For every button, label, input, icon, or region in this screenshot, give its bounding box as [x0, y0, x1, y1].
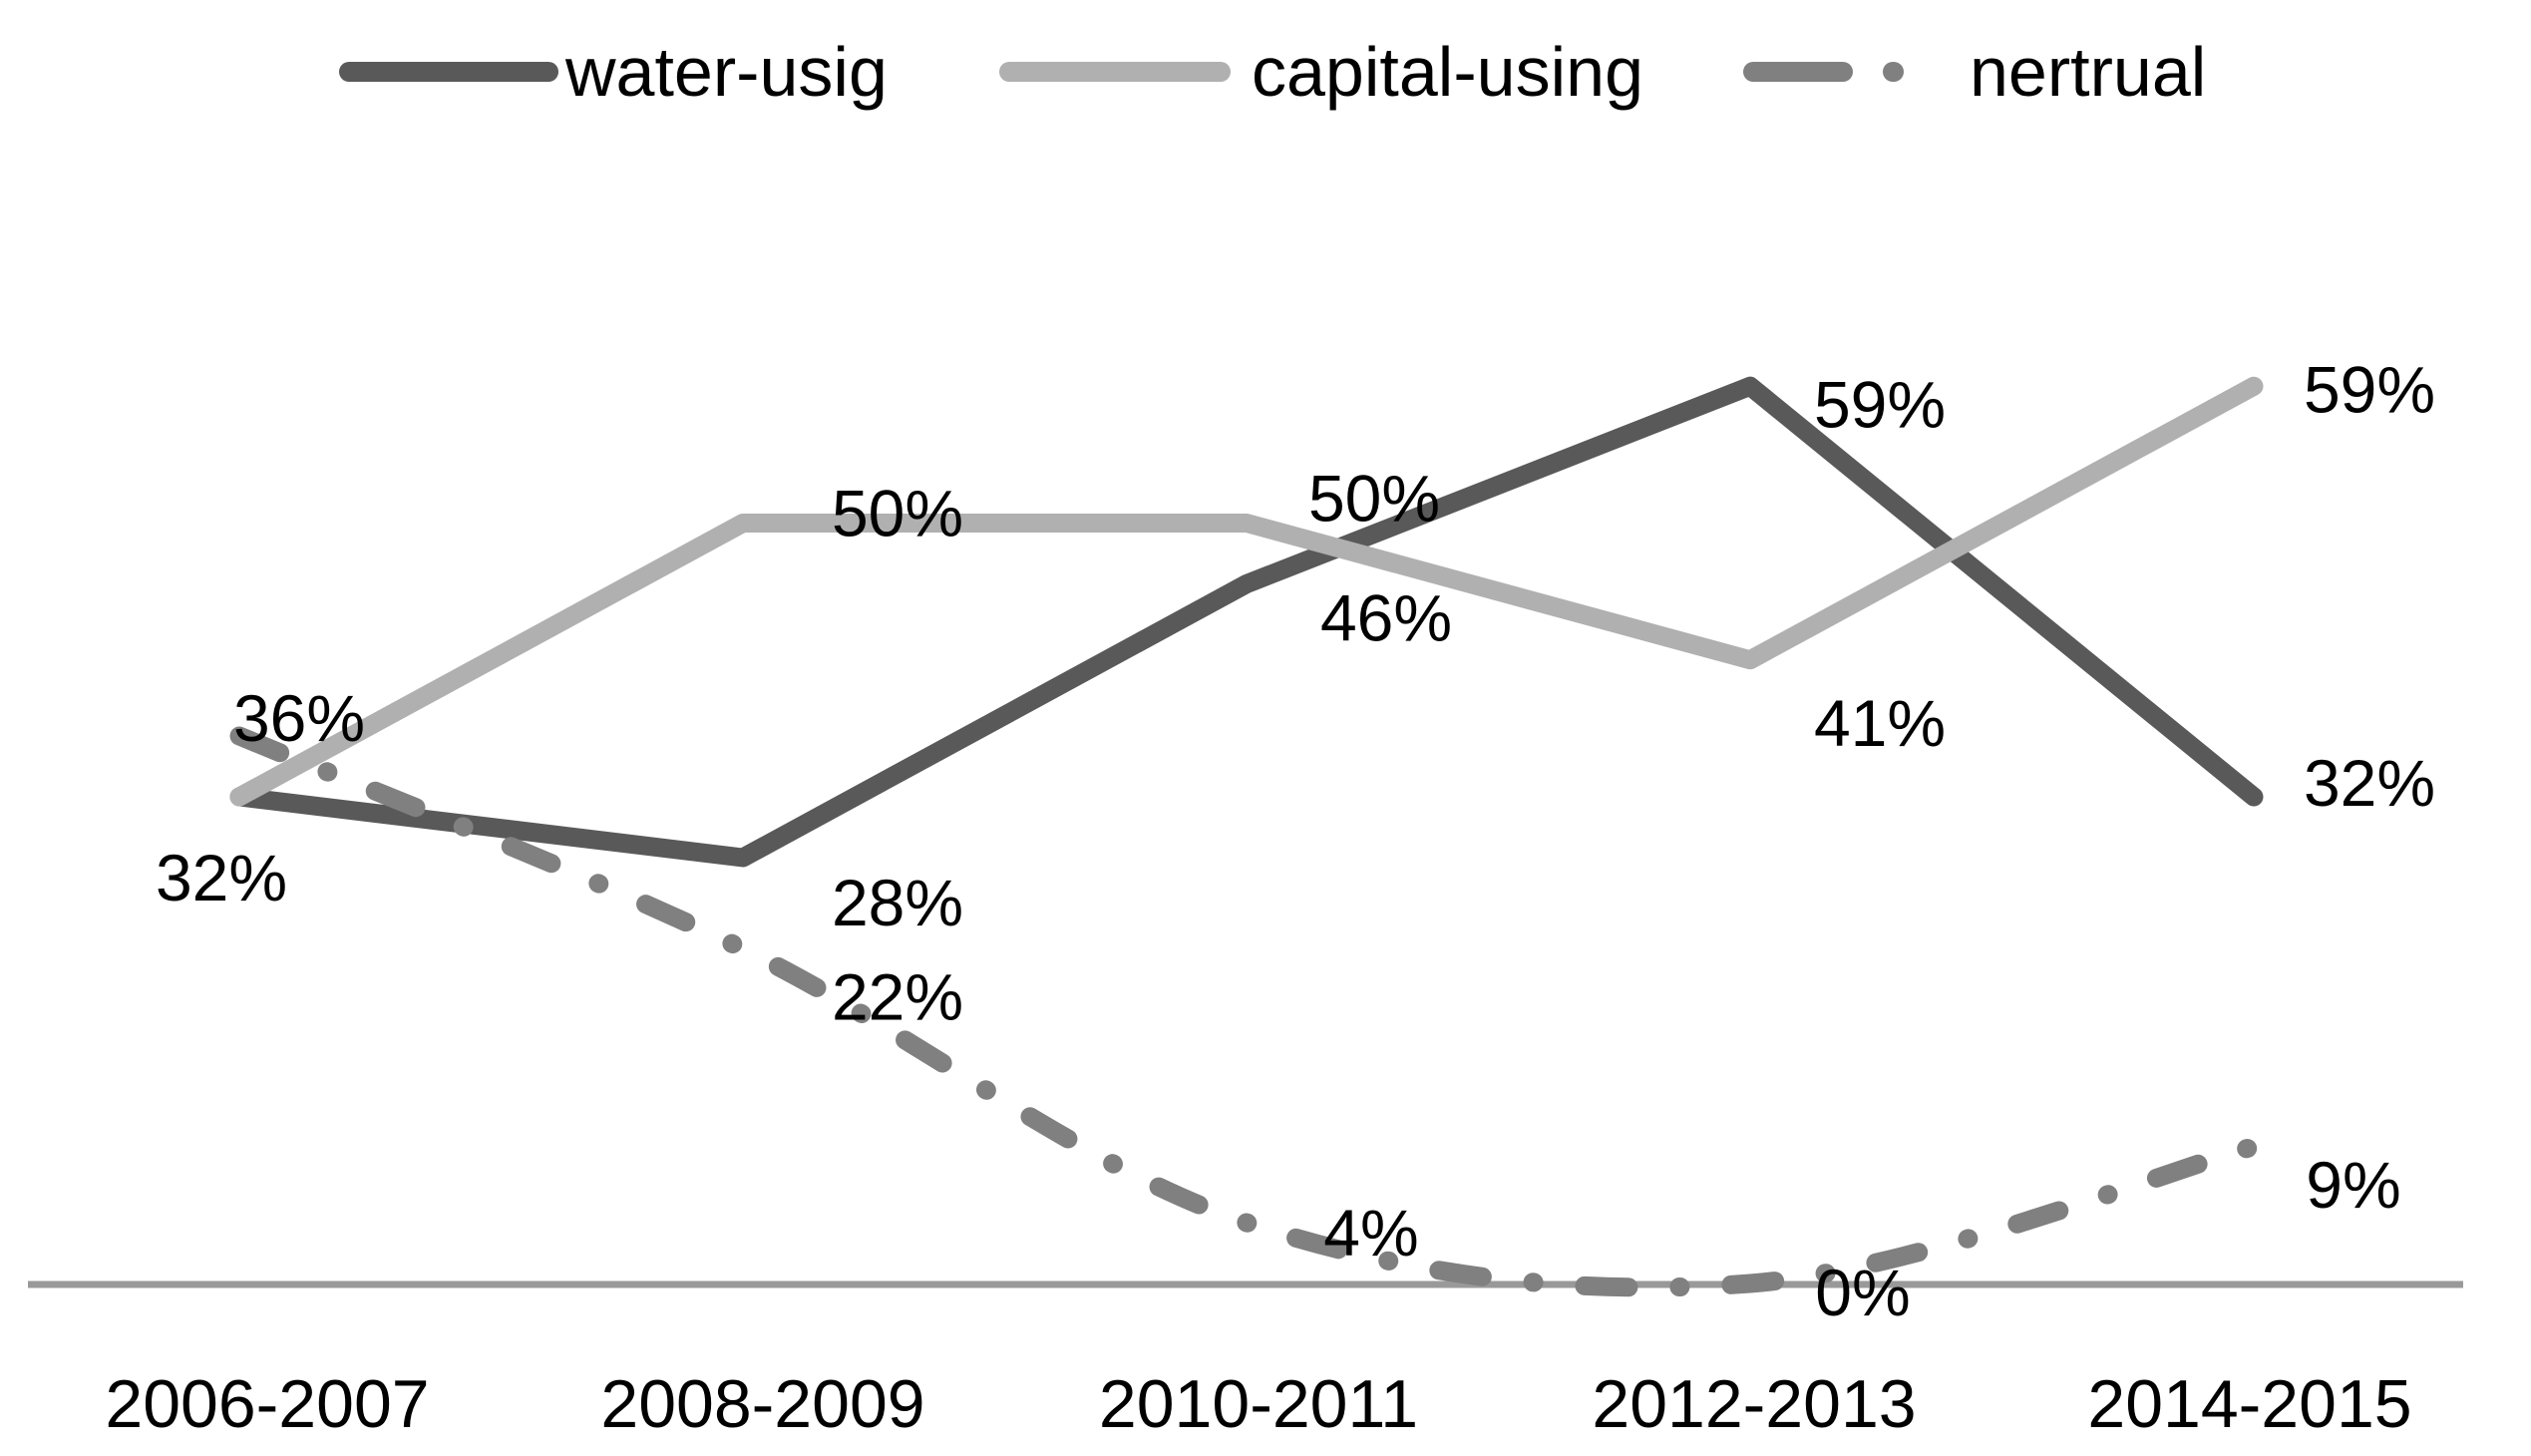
data-label-nertrual-2008-2009: 22% [832, 960, 963, 1034]
legend-label-capital-using: capital-using [1252, 33, 1643, 111]
data-label-capital-using-2008-2009: 50% [832, 477, 963, 550]
data-label-water-usig-2008-2009: 28% [832, 866, 963, 939]
x-axis-labels: 2006-2007 2008-2009 2010-2011 2012-2013 2014… [105, 1366, 2411, 1442]
data-label-nertrual-2014-2015: 9% [2306, 1148, 2400, 1222]
x-tick-label-2012-2013: 2012-2013 [1592, 1366, 1916, 1442]
data-label-water-usig-2010-2011: 46% [1320, 581, 1452, 655]
legend-label-nertrual: nertrual [1970, 33, 2206, 111]
data-label-nertrual-2010-2011: 4% [1323, 1196, 1418, 1270]
data-labels: 32% 28% 46% 59% 32% 50% 50% 41% 59% 36% 22% 4% 0% 9% [156, 352, 2435, 1329]
data-label-water-usig-2014-2015: 32% [2304, 746, 2435, 820]
series-line-nertrual [229, 726, 2264, 1297]
x-tick-label-2014-2015: 2014-2015 [2087, 1366, 2411, 1442]
x-tick-label-2008-2009: 2008-2009 [600, 1366, 924, 1442]
legend: water-usig capital-using nertrual [339, 33, 2206, 111]
plot-area [229, 376, 2264, 1297]
data-label-nertrual-2006-2007: 36% [233, 681, 365, 755]
legend-item-capital-using: capital-using [999, 33, 1643, 111]
legend-item-nertrual: nertrual [1743, 33, 2206, 111]
legend-item-water-usig: water-usig [339, 33, 888, 111]
data-label-capital-using-2012-2013: 41% [1814, 686, 1946, 760]
series-line-capital-using [229, 376, 2264, 807]
data-label-capital-using-2014-2015: 59% [2304, 352, 2435, 426]
x-tick-label-2006-2007: 2006-2007 [105, 1366, 429, 1442]
data-label-nertrual-2012-2013: 0% [1815, 1256, 1910, 1329]
series-line-water-usig [229, 376, 2264, 868]
x-tick-label-2010-2011: 2010-2011 [1099, 1366, 1418, 1442]
legend-label-water-usig: water-usig [564, 33, 888, 111]
data-label-water-usig-2006-2007: 32% [156, 841, 287, 914]
data-label-water-usig-2012-2013: 59% [1814, 367, 1946, 441]
data-label-capital-using-2010-2011: 50% [1308, 462, 1440, 536]
